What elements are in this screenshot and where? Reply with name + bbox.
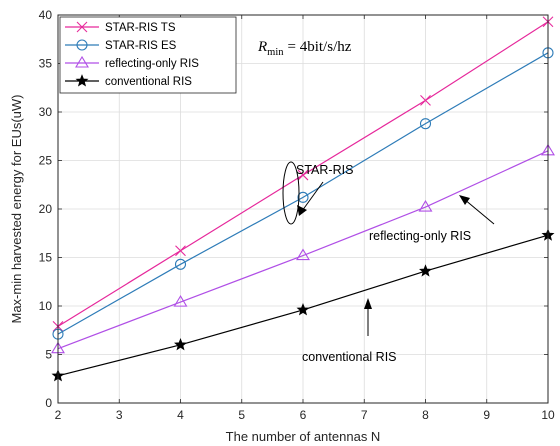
legend-marker xyxy=(75,74,89,87)
reflecting-only-label: reflecting-only RIS xyxy=(369,229,471,243)
y-tick-label: 30 xyxy=(39,105,53,119)
y-tick-label: 5 xyxy=(45,348,52,362)
reflecting-arrow-line xyxy=(463,198,495,225)
data-point xyxy=(418,199,433,212)
legend-box xyxy=(59,16,237,94)
data-point xyxy=(419,118,432,130)
reflecting-arrow-head xyxy=(459,195,470,205)
x-stroke xyxy=(297,169,309,181)
legend-item: STAR-RIS ES xyxy=(65,39,177,52)
x-tick-label: 3 xyxy=(116,408,123,422)
y-tick-label: 35 xyxy=(39,57,53,71)
x-tick-label: 5 xyxy=(238,408,245,422)
rmin-subscript: min xyxy=(267,47,284,58)
legend-label: STAR-RIS ES xyxy=(105,40,177,52)
x-tick-label: 2 xyxy=(55,408,62,422)
conventional-annotation: conventional RIS xyxy=(302,298,397,364)
x-tick-label: 4 xyxy=(177,408,184,422)
axis-ticks: 2 3 4 5 6 7 8 9 10 0 5 10 15 20 25 30 35 40 xyxy=(39,8,555,422)
conventional-arrow-head xyxy=(364,298,372,309)
x-stroke xyxy=(175,245,186,257)
x-tick-label: 8 xyxy=(422,408,429,422)
series-line xyxy=(57,150,549,350)
x-tick-label: 7 xyxy=(361,408,368,422)
data-point xyxy=(297,191,309,203)
legend-label: STAR-RIS TS xyxy=(105,22,176,34)
data-point xyxy=(175,245,186,257)
series-line xyxy=(57,52,549,335)
data-point xyxy=(296,303,310,316)
data-point xyxy=(174,337,187,351)
y-tick-label: 10 xyxy=(39,299,53,313)
data-point xyxy=(174,258,187,270)
star-ris-annotation: STAR-RIS xyxy=(282,161,353,225)
legend-label: reflecting-only RIS xyxy=(105,58,199,70)
rmin-value: = 4bit/s/hz xyxy=(288,39,352,55)
data-point xyxy=(173,295,188,307)
data-point xyxy=(296,248,310,261)
legend-item: reflecting-only RIS xyxy=(65,55,199,70)
y-axis-label: Max-min harvested energy for EUs(uW) xyxy=(9,94,24,323)
rmin-annotation: Rmin = 4bit/s/hz xyxy=(257,39,352,58)
y-tick-label: 15 xyxy=(39,251,53,265)
legend-marker xyxy=(76,39,88,51)
y-tick-label: 20 xyxy=(39,202,53,216)
data-point xyxy=(419,264,432,277)
star-ris-ellipse xyxy=(282,161,300,225)
legend: STAR-RIS TS STAR-RIS ES reflecting-only RI… xyxy=(59,16,237,94)
y-tick-label: 25 xyxy=(39,154,53,168)
rmin-symbol: R xyxy=(257,39,267,55)
conventional-label: conventional RIS xyxy=(302,350,397,364)
x-tick-label: 10 xyxy=(541,408,555,422)
x-tick-label: 9 xyxy=(483,408,490,422)
y-tick-label: 40 xyxy=(39,8,53,22)
star-ris-arrow-head xyxy=(297,205,307,216)
y-tick-label: 0 xyxy=(45,396,52,410)
legend-items: STAR-RIS TS STAR-RIS ES reflecting-only RI… xyxy=(65,21,199,88)
legend-item: STAR-RIS TS xyxy=(65,21,176,34)
legend-item: conventional RIS xyxy=(65,74,192,88)
legend-marker xyxy=(76,21,88,33)
x-axis-label: The number of antennas N xyxy=(226,429,381,444)
x-stroke xyxy=(76,21,88,33)
x-stroke xyxy=(420,94,431,106)
star-ris-annotation-label: STAR-RIS xyxy=(296,163,353,177)
data-point xyxy=(297,169,309,181)
legend-marker xyxy=(75,55,89,68)
x-tick-label: 6 xyxy=(300,408,307,422)
reflecting-only-annotation: reflecting-only RIS xyxy=(369,195,495,243)
star-ris-arrow-line xyxy=(301,181,324,212)
legend-label: conventional RIS xyxy=(105,76,192,88)
data-point xyxy=(420,94,431,106)
